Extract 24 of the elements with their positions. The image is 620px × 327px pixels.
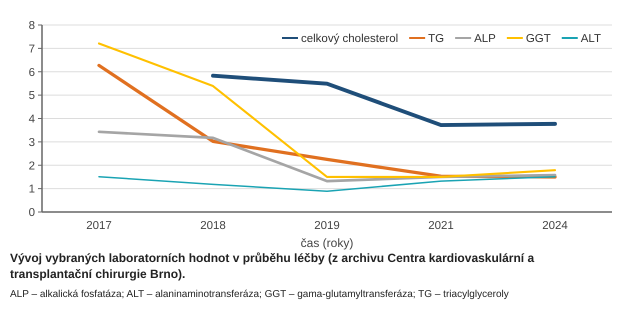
y-tick-label: 6 bbox=[28, 66, 35, 79]
y-tick-label: 5 bbox=[28, 90, 35, 102]
x-tick-label: 2017 bbox=[86, 220, 112, 232]
text: ALP – alkalická fosfatáza; ALT – alaninaminotransferáza; GGT – gama-glutamyltransferáza; TG – triacylglyceroly bbox=[10, 289, 509, 300]
x-tick-label: 2021 bbox=[428, 220, 454, 232]
x-tick-label: 2018 bbox=[200, 220, 226, 232]
legend-label: celkový cholesterol bbox=[300, 33, 398, 45]
line-series bbox=[98, 176, 556, 192]
y-tick-label: 4 bbox=[28, 114, 36, 126]
line-series bbox=[211, 74, 557, 127]
y-tick-label: 2 bbox=[28, 160, 35, 172]
legend-label: ALT bbox=[580, 33, 602, 45]
x-tick-label: 2024 bbox=[542, 220, 568, 232]
legend-label: GGT bbox=[526, 33, 551, 45]
y-tick-label: 8 bbox=[28, 20, 35, 32]
y-tick-label: 1 bbox=[28, 184, 35, 196]
y-tick-label: 3 bbox=[28, 136, 35, 149]
legend-label: TG bbox=[428, 33, 444, 45]
y-tick-label: 0 bbox=[28, 207, 35, 220]
legend-label: ALP bbox=[474, 33, 496, 45]
x-axis-title: čas (roky) bbox=[300, 236, 354, 250]
x-tick-label: 2019 bbox=[314, 220, 340, 232]
y-tick-label: 7 bbox=[28, 43, 35, 56]
text: Vývoj vybraných laboratorních hodnot v průběhu léčby (z archivu Centra kardiovaskulární a transplantační chirurgie Brno). bbox=[10, 251, 534, 281]
